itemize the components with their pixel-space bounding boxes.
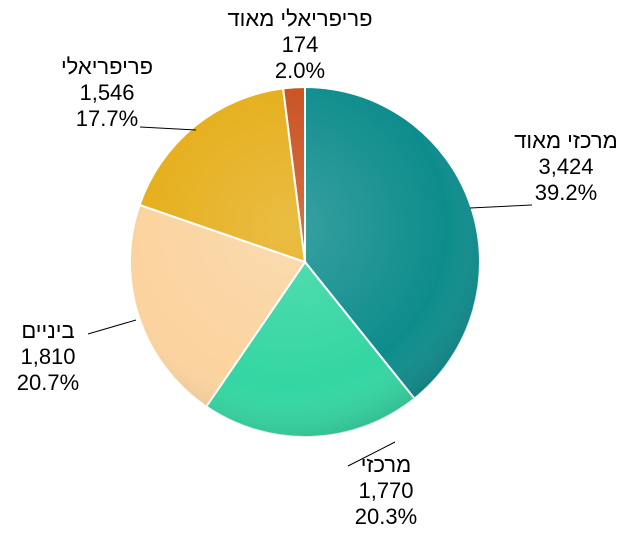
- slice-label-group: ביניים 1,810 20.7%: [17, 318, 79, 395]
- slice-label: פריפריאלי: [61, 54, 153, 79]
- slice-label-group: מרכזי מאוד 3,424 39.2%: [514, 128, 618, 205]
- slice-percent: 2.0%: [275, 58, 325, 83]
- slice-percent: 39.2%: [535, 180, 597, 205]
- slice-label: מרכזי: [361, 452, 412, 477]
- slice-label: ביניים: [21, 318, 74, 343]
- slice-label-group: מרכזי 1,770 20.3%: [355, 452, 417, 529]
- slice-value: 1,546: [79, 80, 134, 105]
- leader-lines: [87, 126, 533, 467]
- slice-percent: 17.7%: [76, 106, 138, 131]
- slice-label-group: פריפריאלי מאוד 174 2.0%: [227, 6, 372, 83]
- slice-label: פריפריאלי מאוד: [227, 6, 372, 31]
- slice-value: 1,810: [20, 344, 75, 369]
- slice-value: 3,424: [538, 154, 593, 179]
- leader-line: [87, 319, 137, 335]
- slice-percent: 20.3%: [355, 504, 417, 529]
- slice-percent: 20.7%: [17, 370, 79, 395]
- leader-line: [347, 441, 396, 467]
- slice-label: מרכזי מאוד: [514, 128, 618, 153]
- slice-label-group: פריפריאלי 1,546 17.7%: [61, 54, 153, 131]
- slice-value: 1,770: [358, 478, 413, 503]
- pie-slices: [129, 85, 481, 438]
- leader-line: [469, 204, 533, 209]
- slice-value: 174: [282, 32, 319, 57]
- leader-line: [139, 126, 197, 131]
